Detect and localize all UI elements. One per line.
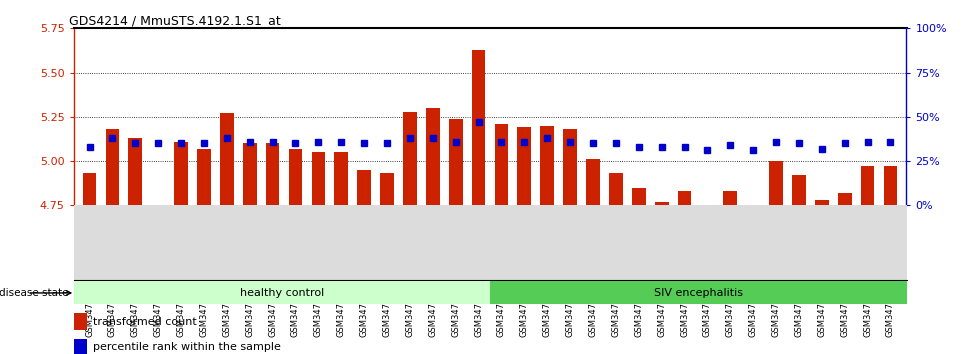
Bar [860, 166, 874, 205]
Bar [677, 191, 691, 205]
Bar [380, 173, 394, 205]
Bar [243, 143, 257, 205]
Bar [495, 124, 509, 205]
Bar [792, 175, 806, 205]
Bar [358, 170, 371, 205]
Bar [723, 191, 737, 205]
Bar [490, 281, 906, 304]
Bar [106, 129, 120, 205]
Bar [769, 161, 783, 205]
Bar [609, 173, 622, 205]
Bar [655, 202, 668, 205]
Bar [220, 113, 233, 205]
Text: disease state: disease state [0, 288, 69, 298]
Bar [403, 112, 416, 205]
Bar [128, 138, 142, 205]
Bar [74, 339, 87, 354]
Bar [838, 193, 852, 205]
Bar [197, 149, 211, 205]
Bar [82, 173, 96, 205]
Bar [449, 119, 463, 205]
Bar [151, 205, 165, 209]
Bar [312, 152, 325, 205]
Text: GDS4214 / MmuSTS.4192.1.S1_at: GDS4214 / MmuSTS.4192.1.S1_at [70, 14, 281, 27]
Text: healthy control: healthy control [240, 288, 323, 298]
Text: percentile rank within the sample: percentile rank within the sample [93, 342, 281, 352]
Bar [426, 108, 440, 205]
Bar [471, 50, 485, 205]
Text: transformed count: transformed count [93, 317, 197, 327]
Bar [815, 200, 829, 205]
Bar [174, 142, 188, 205]
Bar [334, 152, 348, 205]
Bar [586, 159, 600, 205]
Bar [632, 188, 646, 205]
Bar [517, 127, 531, 205]
Bar [540, 126, 554, 205]
Bar [74, 313, 87, 330]
Bar [74, 281, 490, 304]
Bar [289, 149, 303, 205]
Bar [884, 166, 898, 205]
Bar [266, 143, 279, 205]
Bar [564, 129, 577, 205]
Text: SIV encephalitis: SIV encephalitis [654, 288, 743, 298]
